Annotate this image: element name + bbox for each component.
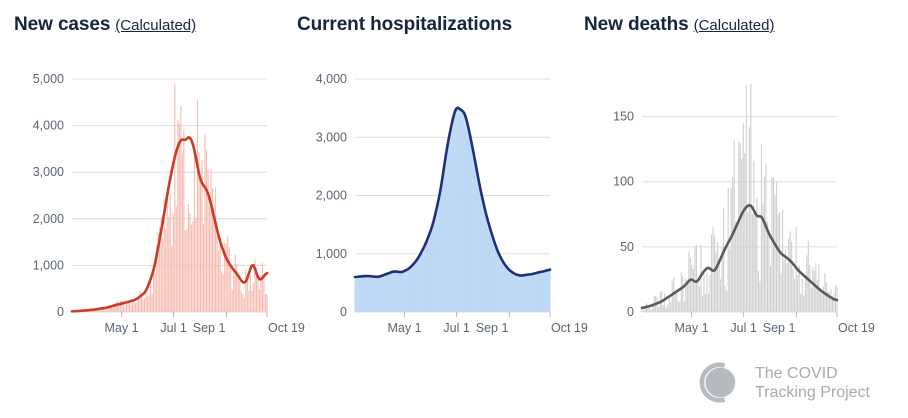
svg-text:May 1: May 1 (675, 321, 709, 335)
svg-text:Sep 1: Sep 1 (476, 321, 509, 335)
svg-text:0: 0 (340, 305, 347, 319)
svg-text:2,000: 2,000 (316, 189, 347, 203)
svg-text:Jul 1: Jul 1 (443, 321, 469, 335)
svg-text:May 1: May 1 (105, 321, 139, 335)
svg-text:Sep 1: Sep 1 (193, 321, 226, 335)
svg-text:May 1: May 1 (388, 321, 422, 335)
svg-text:1,000: 1,000 (316, 247, 347, 261)
svg-text:3,000: 3,000 (316, 130, 347, 144)
svg-text:0: 0 (627, 305, 634, 319)
svg-text:Jul 1: Jul 1 (730, 321, 756, 335)
svg-text:0: 0 (57, 305, 64, 319)
svg-text:100: 100 (613, 175, 634, 189)
svg-text:4,000: 4,000 (33, 119, 64, 133)
svg-text:2,000: 2,000 (33, 212, 64, 226)
svg-text:4,000: 4,000 (316, 72, 347, 86)
svg-text:Jul 1: Jul 1 (160, 321, 186, 335)
svg-text:3,000: 3,000 (33, 165, 64, 179)
svg-text:50: 50 (620, 240, 634, 254)
svg-text:Sep 1: Sep 1 (763, 321, 796, 335)
svg-text:Oct 19: Oct 19 (838, 321, 875, 335)
svg-text:1,000: 1,000 (33, 258, 64, 272)
svg-text:Oct 19: Oct 19 (551, 321, 588, 335)
svg-text:150: 150 (613, 110, 634, 124)
svg-text:5,000: 5,000 (33, 72, 64, 86)
